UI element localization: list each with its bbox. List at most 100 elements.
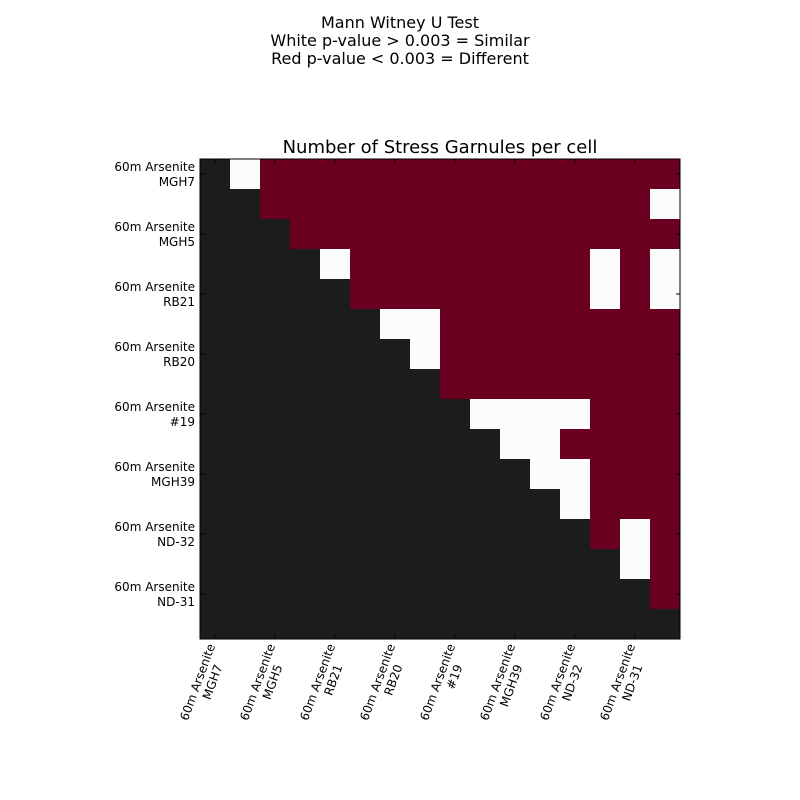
- heatmap-cell-similar: [410, 309, 441, 340]
- y-tick-label: 60m Arsenite ND-31: [114, 580, 195, 609]
- heatmap-cell-masked: [350, 489, 381, 520]
- heatmap-cell-different: [530, 279, 561, 310]
- heatmap-cell-different: [650, 309, 681, 340]
- heatmap-cell-masked: [290, 459, 321, 490]
- heatmap-cell-different: [470, 339, 501, 370]
- heatmap-cell-masked: [380, 489, 411, 520]
- heatmap-cell-different: [560, 339, 591, 370]
- heatmap-cell-masked: [410, 549, 441, 580]
- heatmap-cell-masked: [410, 489, 441, 520]
- heatmap-cell-different: [590, 429, 621, 460]
- heatmap-cell-different: [410, 159, 441, 190]
- heatmap-cell-masked: [290, 249, 321, 280]
- heatmap-cell-masked: [350, 609, 381, 640]
- heatmap-cell-different: [530, 189, 561, 220]
- x-tick-label: 60m ArseniteND-31: [597, 642, 651, 727]
- heatmap-cell-masked: [500, 609, 531, 640]
- heatmap-cell-masked: [200, 399, 231, 430]
- heatmap-cell-masked: [350, 429, 381, 460]
- heatmap-cell-masked: [230, 429, 261, 460]
- heatmap-cell-different: [260, 159, 291, 190]
- heatmap-cell-masked: [440, 459, 471, 490]
- x-tick-label: 60m ArseniteND-32: [537, 642, 585, 723]
- heatmap-cell-masked: [320, 579, 351, 610]
- heatmap-cell-different: [590, 399, 621, 430]
- heatmap-cell-masked: [500, 579, 531, 610]
- heatmap-cell-masked: [530, 609, 561, 640]
- svg-text:60m ArseniteRB21: 60m ArseniteRB21: [297, 642, 351, 727]
- heatmap-cell-masked: [500, 489, 531, 520]
- heatmap-cell-masked: [320, 309, 351, 340]
- heatmap-cell-different: [650, 339, 681, 370]
- heatmap-cell-different: [500, 159, 531, 190]
- heatmap-cell-similar: [590, 279, 621, 310]
- heatmap-cell-different: [380, 249, 411, 280]
- heatmap-cell-different: [590, 159, 621, 190]
- heatmap-cell-different: [500, 309, 531, 340]
- heatmap-cell-different: [650, 159, 681, 190]
- figure-suptitle: Mann Witney U Test White p-value > 0.003…: [270, 13, 530, 68]
- heatmap-cell-different: [530, 159, 561, 190]
- heatmap-cell-masked: [560, 579, 591, 610]
- heatmap-cell-different: [410, 279, 441, 310]
- heatmap-cell-different: [260, 189, 291, 220]
- heatmap-cell-masked: [410, 429, 441, 460]
- heatmap-cell-different: [410, 189, 441, 220]
- heatmap-cell-different: [650, 219, 681, 250]
- heatmap-cell-different: [590, 219, 621, 250]
- x-tick-label: 60m Arsenite#19: [417, 642, 471, 727]
- svg-text:60m ArseniteND-31: 60m ArseniteND-31: [597, 642, 651, 727]
- heatmap-cell-different: [320, 219, 351, 250]
- heatmap-cell-masked: [350, 309, 381, 340]
- heatmap-cell-different: [440, 279, 471, 310]
- heatmap-cell-masked: [320, 279, 351, 310]
- heatmap-cell-masked: [350, 399, 381, 430]
- svg-text:60m ArseniteMGH7: 60m ArseniteMGH7: [177, 642, 231, 727]
- heatmap-cell-masked: [350, 519, 381, 550]
- heatmap-cell-different: [590, 489, 621, 520]
- heatmap-cell-masked: [440, 579, 471, 610]
- y-tick-label: 60m Arsenite #19: [114, 400, 195, 429]
- heatmap-cell-different: [470, 189, 501, 220]
- heatmap-cell-similar: [560, 459, 591, 490]
- y-tick-label: 60m Arsenite ND-32: [114, 520, 195, 549]
- heatmap-cell-masked: [380, 399, 411, 430]
- heatmap-cell-masked: [260, 519, 291, 550]
- heatmap-cell-masked: [380, 519, 411, 550]
- heatmap-cell-different: [500, 219, 531, 250]
- heatmap-cell-different: [620, 399, 651, 430]
- x-tick-labels: 60m ArseniteMGH7 60m ArseniteMGH5 60m Arse…: [177, 642, 651, 727]
- heatmap-cell-masked: [230, 309, 261, 340]
- heatmap-cell-masked: [290, 429, 321, 460]
- heatmap-cell-masked: [230, 249, 261, 280]
- heatmap-cell-similar: [320, 249, 351, 280]
- heatmap-cell-masked: [410, 399, 441, 430]
- svg-text:60m Arsenite#19: 60m Arsenite#19: [417, 642, 471, 727]
- heatmap-cell-different: [590, 459, 621, 490]
- heatmap-cell-masked: [500, 459, 531, 490]
- heatmap-cell-masked: [320, 369, 351, 400]
- heatmap-cell-different: [560, 309, 591, 340]
- heatmap-cell-different: [620, 459, 651, 490]
- heatmap-cell-masked: [230, 399, 261, 430]
- heatmap-cell-masked: [230, 189, 261, 220]
- heatmap-cell-masked: [260, 489, 291, 520]
- plot-frame: [199, 158, 681, 640]
- heatmap-cell-similar: [410, 339, 441, 370]
- chart-title: Number of Stress Garnules per cell: [283, 137, 598, 158]
- heatmap-cell-similar: [500, 399, 531, 430]
- x-tick-label: 60m ArseniteMGH5: [237, 642, 285, 723]
- heatmap-cell-masked: [650, 609, 681, 640]
- heatmap-cell-different: [590, 339, 621, 370]
- heatmap-cell-different: [560, 429, 591, 460]
- heatmap-cell-masked: [320, 609, 351, 640]
- heatmap-cell-masked: [260, 219, 291, 250]
- heatmap-cell-different: [620, 309, 651, 340]
- heatmap-cell-different: [440, 339, 471, 370]
- heatmap-cell-different: [560, 279, 591, 310]
- heatmap-cell-different: [650, 369, 681, 400]
- heatmap-cell-masked: [470, 489, 501, 520]
- heatmap-cell-masked: [230, 519, 261, 550]
- suptitle-line-3: Red p-value < 0.003 = Different: [271, 49, 529, 68]
